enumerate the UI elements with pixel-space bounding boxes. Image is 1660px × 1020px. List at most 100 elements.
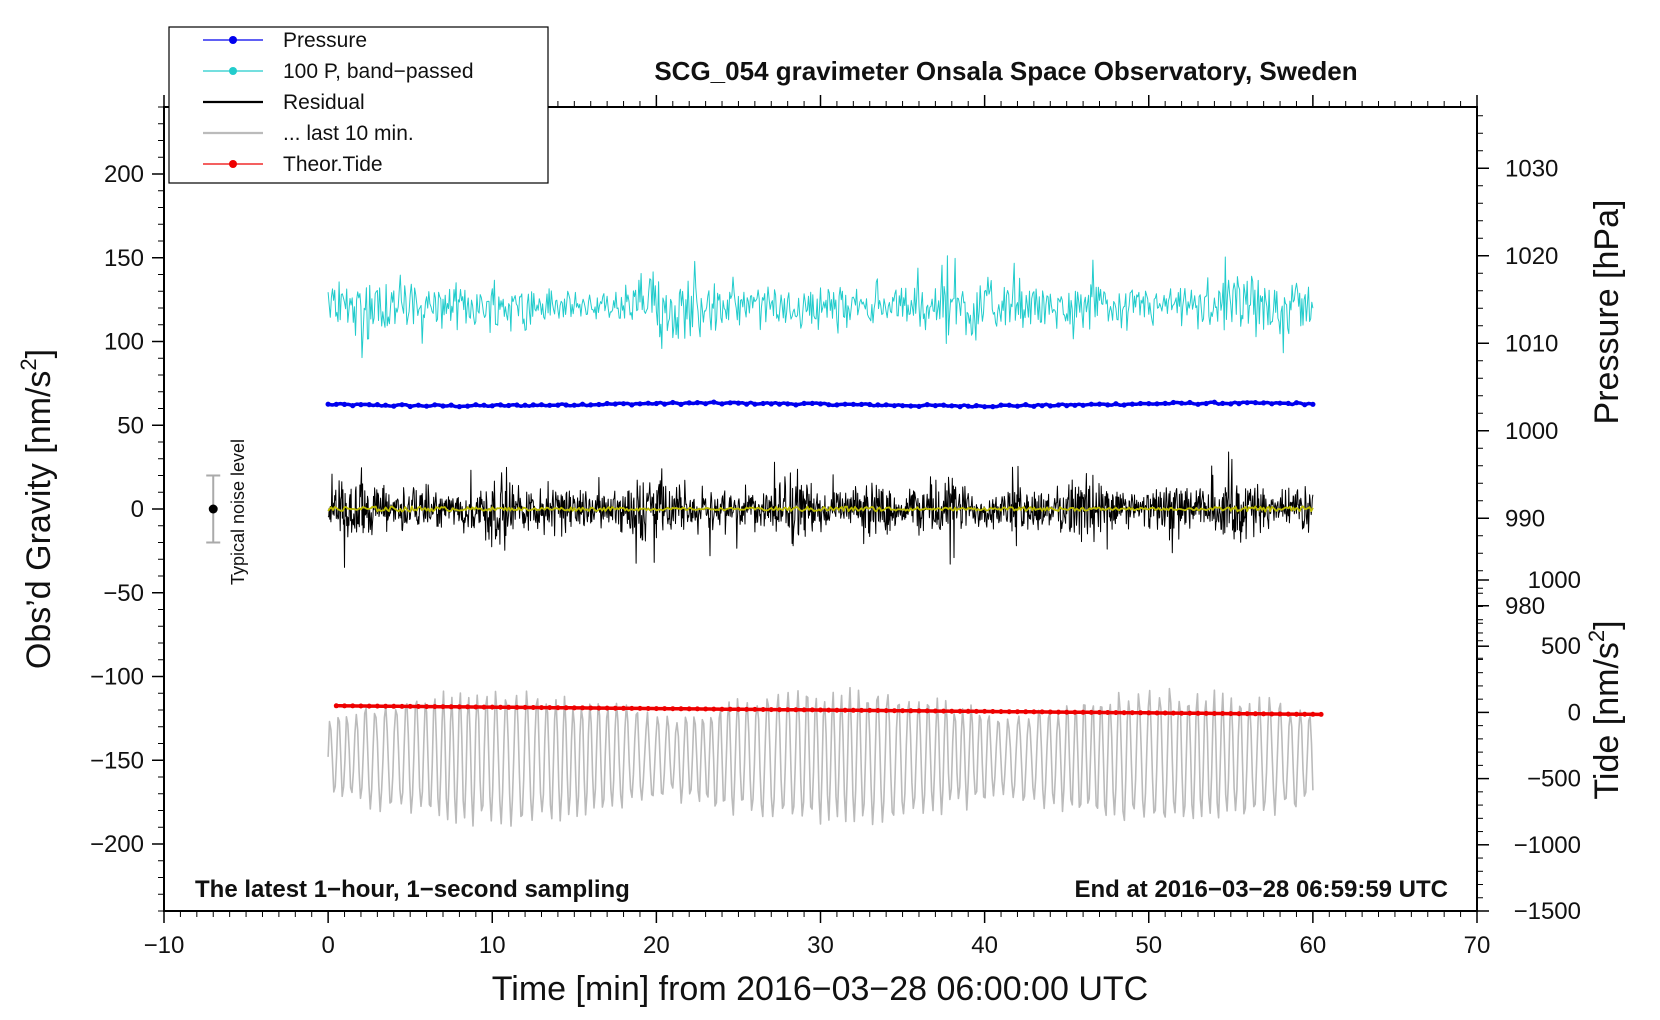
legend-marker (229, 160, 237, 168)
pressure-point (1072, 402, 1078, 408)
pressure-point (670, 399, 676, 406)
tide-point (481, 704, 487, 710)
pressure-point (1269, 401, 1275, 407)
tide-point (859, 707, 864, 713)
pressure-point (350, 403, 356, 409)
tide-point (596, 705, 602, 711)
pressure-point (366, 402, 372, 408)
series-residual (327, 451, 1314, 568)
tide-point (785, 707, 791, 713)
tide-point (957, 708, 963, 714)
tide-point (629, 705, 635, 711)
tide-point (1031, 709, 1037, 715)
tide-tick-label: −1000 (1514, 832, 1581, 859)
pressure-point (735, 400, 742, 406)
tide-axis-title-sup: 2 (1584, 630, 1609, 642)
tide-point (432, 704, 438, 710)
pressure-point (465, 403, 471, 409)
tide-point (653, 706, 659, 712)
tide-tick-label: 1000 (1528, 567, 1581, 594)
y-left-tick-label: −100 (90, 664, 144, 691)
pressure-point (1195, 401, 1201, 407)
legend-label: ... last 10 min. (283, 122, 414, 145)
pressure-point (891, 403, 898, 409)
sampling-note: The latest 1−hour, 1−second sampling (195, 876, 630, 903)
pressure-point (1203, 400, 1209, 407)
tide-point (333, 703, 339, 709)
pressure-point (538, 402, 545, 408)
tide-tick-label: −1500 (1514, 898, 1581, 925)
tide-point (366, 703, 372, 709)
y-left-tick-label: −200 (90, 831, 144, 858)
y-left-tick-label: 100 (104, 329, 144, 356)
pressure-point (760, 400, 766, 407)
tide-point (1236, 711, 1242, 717)
tide-point (350, 703, 356, 709)
tide-point (924, 708, 930, 714)
tide-point (473, 704, 479, 710)
pressure-point (637, 401, 643, 407)
tide-point (1302, 711, 1308, 717)
pressure-point (374, 402, 380, 408)
pressure-tick-label: 980 (1505, 593, 1545, 620)
tide-point (1318, 711, 1324, 717)
tide-axis-ticks: 1000 500 0 −500 −1000 −1500 (1477, 567, 1581, 925)
tide-point (1138, 710, 1143, 716)
pressure-point (399, 402, 405, 408)
tide-point (374, 703, 380, 709)
tide-point (358, 703, 364, 709)
tide-point (1023, 709, 1029, 715)
pressure-point (563, 402, 569, 408)
tide-point (818, 707, 823, 713)
tide-point (530, 705, 536, 710)
tide-point (506, 704, 512, 710)
series-layer (325, 255, 1324, 827)
pressure-tick-label: 1020 (1505, 243, 1558, 270)
x-tick-label: −10 (144, 932, 185, 959)
x-tick-label: 70 (1464, 932, 1491, 959)
tide-point (1047, 709, 1053, 715)
y-left-axis-title-end: ] (20, 349, 58, 358)
pressure-point (1179, 400, 1185, 406)
pressure-point (900, 403, 906, 409)
tide-point (1228, 711, 1234, 717)
pressure-tick-label: 1000 (1505, 418, 1558, 445)
tide-point (834, 707, 840, 713)
tide-point (448, 704, 454, 710)
pressure-point (703, 401, 709, 407)
tide-point (1187, 710, 1193, 716)
tide-point (801, 707, 807, 713)
pressure-point (612, 401, 618, 407)
pressure-point (941, 402, 947, 408)
tide-point (1162, 710, 1168, 716)
pressure-point (973, 403, 980, 409)
pressure-point (407, 403, 413, 410)
tide-point (998, 709, 1004, 715)
tide-point (719, 706, 725, 712)
y-left-tick-label: 0 (131, 496, 144, 523)
tide-point (456, 704, 462, 710)
tide-point (1129, 710, 1135, 716)
pressure-point (858, 401, 865, 407)
pressure-point (645, 400, 651, 406)
x-axis-ticks: −10 0 10 20 30 40 50 60 70 (144, 95, 1491, 959)
pressure-point (579, 401, 586, 407)
tide-point (760, 707, 766, 712)
pressure-point (489, 403, 495, 409)
pressure-point (1088, 401, 1094, 407)
tide-point (842, 707, 848, 713)
tide-point (735, 706, 741, 712)
pressure-point (1261, 400, 1267, 406)
legend-label: 100 P, band−passed (283, 60, 474, 83)
pressure-point (391, 403, 397, 409)
tide-point (777, 707, 782, 713)
tide-point (1310, 711, 1316, 717)
pressure-point (1220, 400, 1226, 406)
pressure-point (596, 401, 602, 408)
pressure-point (1211, 399, 1217, 405)
tide-point (1170, 710, 1176, 716)
tide-point (645, 706, 651, 711)
tide-point (711, 706, 717, 712)
pressure-point (358, 402, 364, 408)
series-residual-smoothed (327, 505, 1314, 513)
